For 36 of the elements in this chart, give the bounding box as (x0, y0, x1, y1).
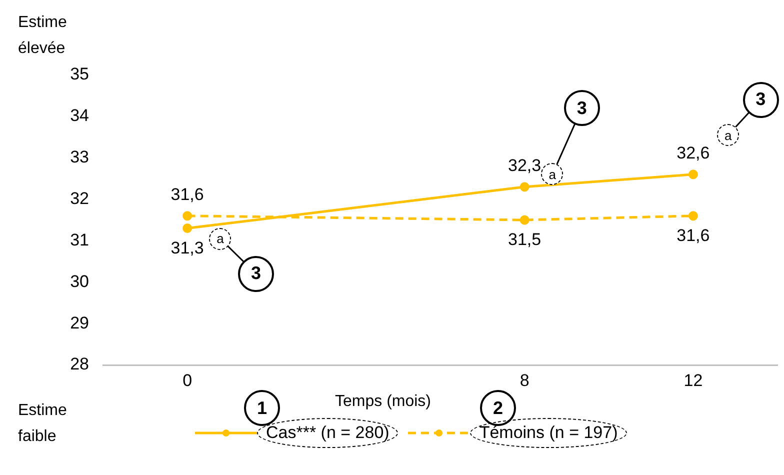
y-tick-label: 34 (70, 106, 89, 126)
x-tick-label: 8 (520, 370, 530, 390)
text: Estime faible (18, 401, 68, 447)
y-tick-label: 35 (70, 64, 89, 84)
y-tick-label: 33 (70, 148, 89, 167)
circle-badge: 3 (238, 256, 274, 292)
data-label: 32,3 (508, 156, 542, 176)
point (688, 170, 698, 180)
point (182, 211, 192, 221)
dashed-circle-badge: a (209, 228, 232, 250)
data-label: 31,6 (676, 226, 710, 246)
point (520, 215, 530, 225)
y-tick-label: 30 (70, 272, 89, 291)
point (182, 224, 192, 234)
y-tick-label: 28 (70, 354, 89, 374)
x-tick-label: 12 (684, 370, 703, 390)
x-tick-label: 0 (182, 370, 192, 390)
dashed-circle-badge: a (717, 124, 740, 146)
y-tick-label: 31 (70, 230, 89, 250)
circle-badge: 3 (564, 90, 600, 126)
text: Estime élevée (18, 13, 68, 59)
dashed-circle-badge: a (541, 163, 564, 186)
point (520, 182, 530, 192)
circle-badge: 1 (244, 390, 280, 426)
data-label: 32,6 (676, 144, 710, 163)
legend-label: Témoins (n = 197) (470, 418, 627, 448)
circle-badge: 3 (742, 82, 779, 118)
legend-label: Cas*** (n = 280) (257, 418, 398, 448)
y-tick-label: 29 (70, 313, 89, 332)
point (688, 211, 698, 221)
y-tick-label: 32 (70, 188, 89, 208)
circle-badge: 2 (480, 390, 516, 426)
data-label: 31,3 (170, 238, 204, 258)
data-label: 31,5 (508, 230, 542, 250)
x-axis-title: Temps (mois) (335, 393, 432, 411)
data-label: 31,6 (170, 185, 204, 204)
